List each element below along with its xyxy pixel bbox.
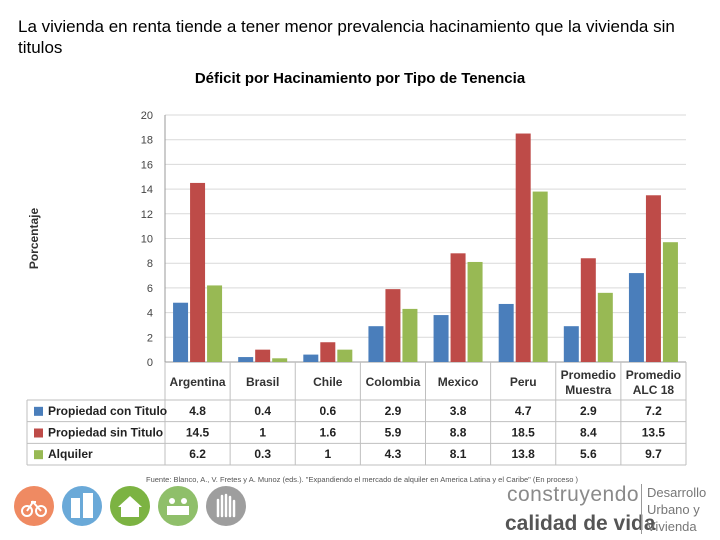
logo-line: Desarrollo: [647, 485, 707, 500]
y-tick-label: 0: [147, 357, 153, 369]
logo-line: Urbano y: [647, 502, 700, 517]
buildings-icon: [62, 486, 102, 526]
bar-alquiler: [662, 242, 678, 362]
table-cell-value: 8.8: [450, 426, 467, 440]
table-cell-value: 3.8: [450, 404, 467, 418]
legend-swatch: [34, 428, 43, 438]
bar-propiedad-sin-titulo: [450, 253, 466, 362]
table-cell-value: 2.9: [580, 404, 597, 418]
bar-alquiler: [532, 191, 548, 362]
table-cell-value: 1: [259, 426, 266, 440]
bar-alquiler: [207, 285, 223, 362]
table-cell-value: 5.9: [385, 426, 402, 440]
bar-propiedad-con-titulo: [433, 315, 449, 362]
bar-propiedad-con-titulo: [498, 303, 514, 362]
slide-headline: La vivienda en renta tiende a tener meno…: [18, 17, 675, 57]
x-category-label: Argentina: [170, 375, 226, 389]
x-category-label: Peru: [510, 375, 537, 389]
y-tick-label: 2: [147, 332, 153, 344]
legend-label: Propiedad con Titulo: [48, 404, 167, 418]
table-cell-value: 5.6: [580, 447, 597, 461]
bar-propiedad-sin-titulo: [385, 289, 401, 362]
x-category-label: Promedio ALC 18: [626, 368, 681, 397]
table-cell-value: 7.2: [645, 404, 662, 418]
table-cell-value: 4.7: [515, 404, 532, 418]
table-cell-value: 18.5: [512, 426, 536, 440]
bar-alquiler: [467, 261, 483, 362]
hands-icon: [206, 486, 246, 526]
logo-desarrollo-urbano: Desarrollo Urbano y Vivienda: [647, 484, 706, 535]
table-cell-value: 14.5: [186, 426, 210, 440]
y-tick-label: 18: [141, 135, 153, 147]
legend-label: Alquiler: [48, 447, 93, 461]
y-tick-label: 16: [141, 159, 153, 171]
table-cell-value: 1: [324, 447, 331, 461]
bar-propiedad-con-titulo: [368, 326, 384, 362]
bar-propiedad-sin-titulo: [320, 342, 336, 362]
table-cell-value: 8.4: [580, 426, 597, 440]
bar-propiedad-sin-titulo: [645, 195, 661, 362]
table-cell-value: 0.3: [254, 447, 271, 461]
bar-propiedad-sin-titulo: [580, 258, 596, 362]
y-tick-label: 6: [147, 283, 153, 295]
bar-propiedad-sin-titulo: [255, 349, 271, 362]
bar-propiedad-con-titulo: [173, 302, 189, 362]
table-cell-value: 6.2: [189, 447, 206, 461]
bar-alquiler: [597, 292, 613, 362]
table-cell-value: 4.3: [385, 447, 402, 461]
x-category-label: Chile: [313, 375, 343, 389]
table-cell-value: 9.7: [645, 447, 662, 461]
bar-propiedad-sin-titulo: [190, 182, 206, 362]
table-cell-value: 2.9: [385, 404, 402, 418]
table-cell-value: 8.1: [450, 447, 467, 461]
bicycle-icon: [14, 486, 54, 526]
table-cell-value: 1.6: [319, 426, 336, 440]
bar-alquiler: [337, 349, 353, 362]
x-category-label: Colombia: [366, 375, 421, 389]
logo-calidad-de-vida: calidad de vida: [505, 512, 656, 535]
bar-alquiler: [272, 358, 288, 362]
legend-swatch: [34, 406, 43, 416]
table-cell-value: 4.8: [189, 404, 206, 418]
bar-propiedad-con-titulo: [563, 326, 579, 362]
y-tick-label: 20: [141, 110, 153, 122]
table-cell-value: 0.6: [319, 404, 336, 418]
table-cell-value: 0.4: [254, 404, 271, 418]
bar-alquiler: [402, 308, 418, 362]
x-category-label: Mexico: [438, 375, 479, 389]
x-category-label: Brasil: [246, 375, 279, 389]
legend-swatch: [34, 450, 43, 460]
y-tick-label: 8: [147, 258, 153, 270]
y-tick-label: 10: [141, 234, 153, 246]
bar-propiedad-con-titulo: [238, 357, 254, 362]
source-note: Fuente: Blanco, A., V. Fretes y A. Munoz…: [146, 475, 578, 484]
community-icon: [158, 486, 198, 526]
chart-title: Déficit por Hacinamiento por Tipo de Ten…: [194, 70, 526, 87]
logo-line: Vivienda: [647, 519, 697, 534]
table-cell-value: 13.5: [642, 426, 666, 440]
x-category-label: Promedio Muestra: [561, 368, 616, 397]
logo-divider: [641, 484, 642, 534]
y-tick-label: 14: [141, 184, 153, 196]
bar-propiedad-con-titulo: [628, 273, 644, 362]
bar-propiedad-sin-titulo: [515, 133, 531, 362]
legend-label: Propiedad sin Titulo: [48, 426, 163, 440]
bar-propiedad-con-titulo: [303, 354, 319, 362]
y-tick-label: 12: [141, 209, 153, 221]
y-tick-label: 4: [147, 308, 153, 320]
y-axis-label: Porcentaje: [27, 207, 41, 269]
house-icon: [110, 486, 150, 526]
logo-construyendo: construyendo: [507, 483, 640, 506]
table-cell-value: 13.8: [512, 447, 536, 461]
